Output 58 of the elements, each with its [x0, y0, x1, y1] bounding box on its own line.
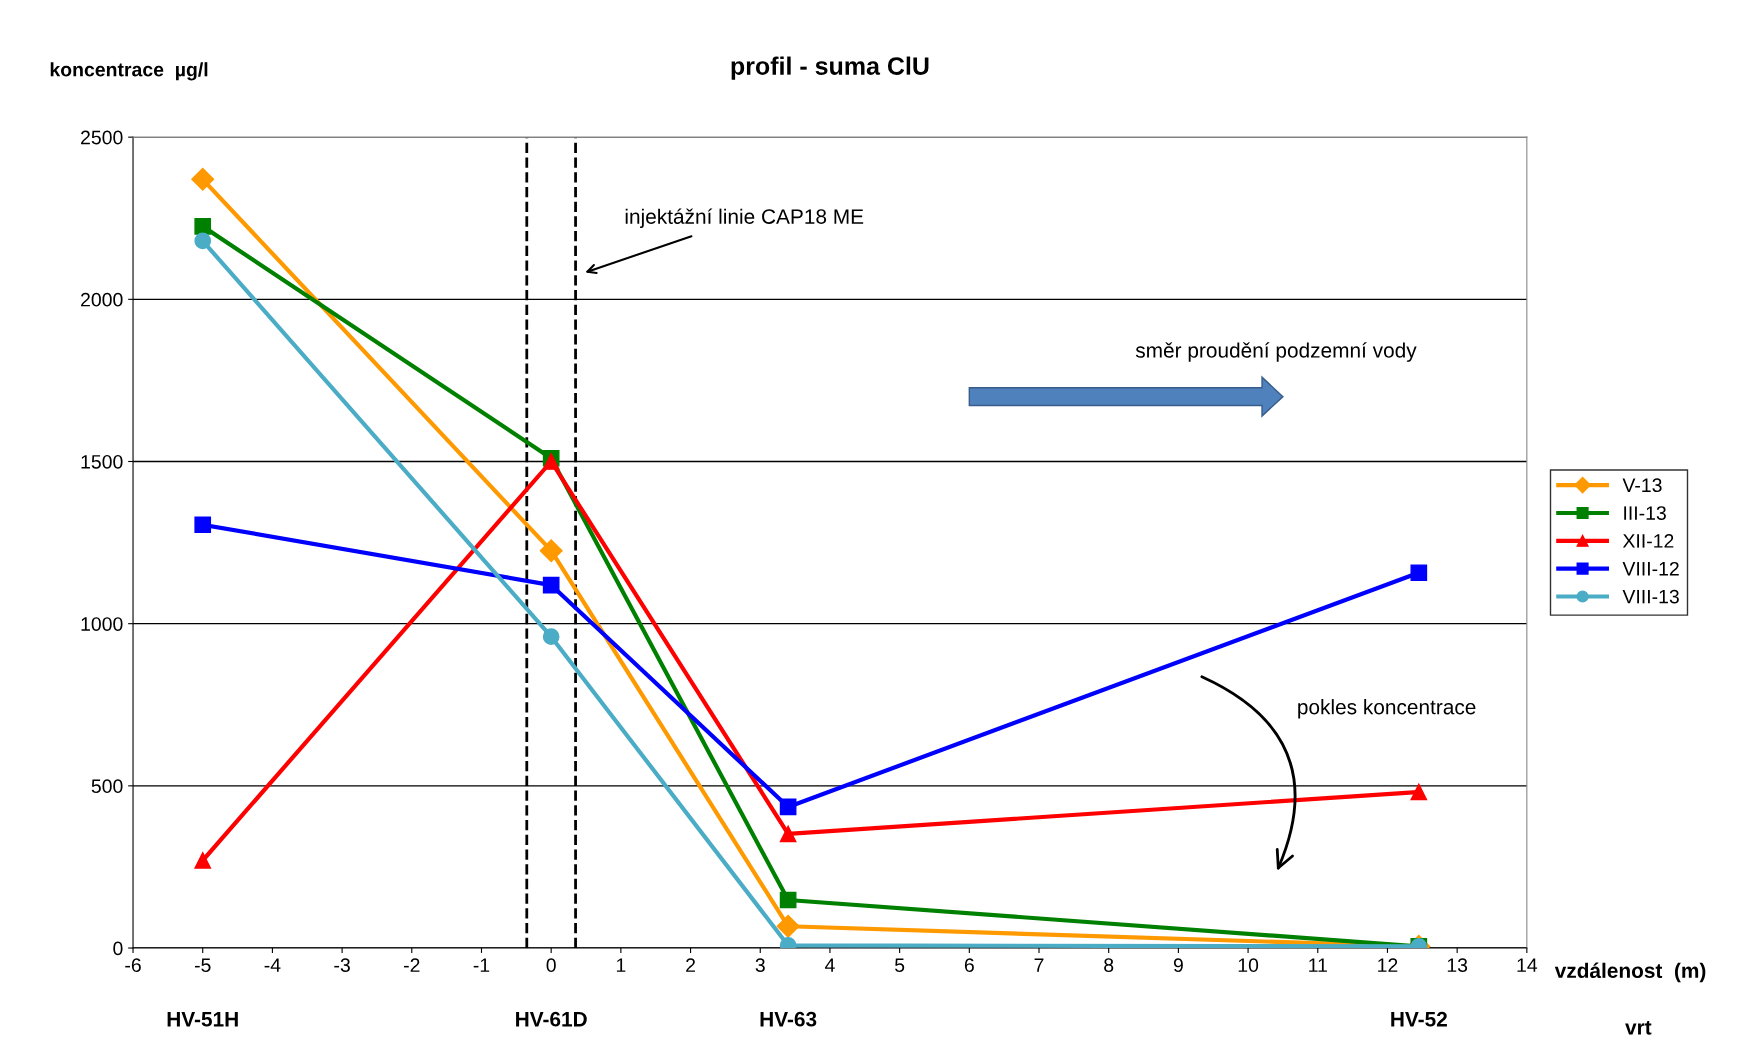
- x-tick-label: 1: [616, 958, 626, 972]
- legend-label: XII-12: [1622, 534, 1674, 548]
- x-tick-label: -3: [334, 958, 350, 973]
- y-axis-title: koncentrace µg/l: [50, 62, 208, 81]
- legend-label: VIII-12: [1622, 561, 1679, 576]
- x-tick-label: 11: [1309, 958, 1327, 972]
- x-tick-label: 14: [1517, 958, 1538, 972]
- point: [776, 914, 800, 938]
- y-tick-label: 1500: [81, 454, 123, 469]
- y-tick-label: 1000: [81, 617, 123, 631]
- ref-line-label: injektážní linie CAP18 ME: [625, 208, 864, 229]
- point: [194, 218, 212, 235]
- point: [542, 576, 560, 594]
- annotation: směr proudění podzemní vody: [1135, 342, 1417, 362]
- x-tick-label: -2: [404, 958, 420, 972]
- point: [1410, 783, 1428, 801]
- x-tick-label: 13: [1447, 958, 1468, 973]
- y-tick-label: 2000: [81, 292, 123, 307]
- x-axis-title: vzdálenost (m): [1554, 962, 1706, 983]
- y-tick-label: 2500: [81, 130, 123, 145]
- text: HV-52: [1391, 1011, 1447, 1027]
- x-tick-label: 8: [1104, 958, 1114, 973]
- x-tick-label: -1: [473, 958, 490, 972]
- x-tick-label: -4: [264, 958, 281, 972]
- x-tick-label: 2: [686, 958, 695, 972]
- point: [542, 453, 560, 470]
- point: [542, 628, 560, 645]
- legend-label: III-13: [1624, 506, 1666, 520]
- x-tick-label: -5: [194, 958, 211, 973]
- point: [779, 891, 797, 909]
- x-tick-label: 0: [546, 958, 556, 973]
- text: HV-51H: [167, 1012, 238, 1027]
- text: HV-61D: [516, 1011, 587, 1027]
- x-tick-label: 5: [895, 958, 905, 973]
- point: [1410, 564, 1428, 582]
- x-tick-label: 12: [1378, 958, 1398, 972]
- x-tick-label: 10: [1238, 958, 1259, 973]
- text: vrt: [1625, 1020, 1652, 1035]
- point: [194, 852, 212, 869]
- point: [779, 798, 797, 816]
- x-tick-label: 7: [1034, 958, 1044, 972]
- x-tick-label: 9: [1173, 958, 1183, 973]
- y-tick-label: 500: [91, 779, 123, 794]
- legend-label: V-13: [1622, 478, 1662, 493]
- text: HV-63: [760, 1011, 817, 1027]
- annotation: pokles koncentrace: [1298, 699, 1476, 719]
- point: [191, 167, 215, 191]
- point: [194, 232, 212, 250]
- point: [779, 825, 797, 843]
- legend-label: VIII-13: [1622, 589, 1679, 604]
- point: [194, 516, 212, 534]
- x-tick-label: -6: [125, 958, 141, 973]
- x-tick-label: 3: [755, 958, 765, 973]
- point: [539, 539, 563, 563]
- y-tick-label: 0: [113, 941, 123, 956]
- x-tick-label: 6: [964, 958, 974, 973]
- chart-title: profil - suma ClU: [731, 56, 929, 80]
- x-tick-label: 4: [824, 958, 835, 972]
